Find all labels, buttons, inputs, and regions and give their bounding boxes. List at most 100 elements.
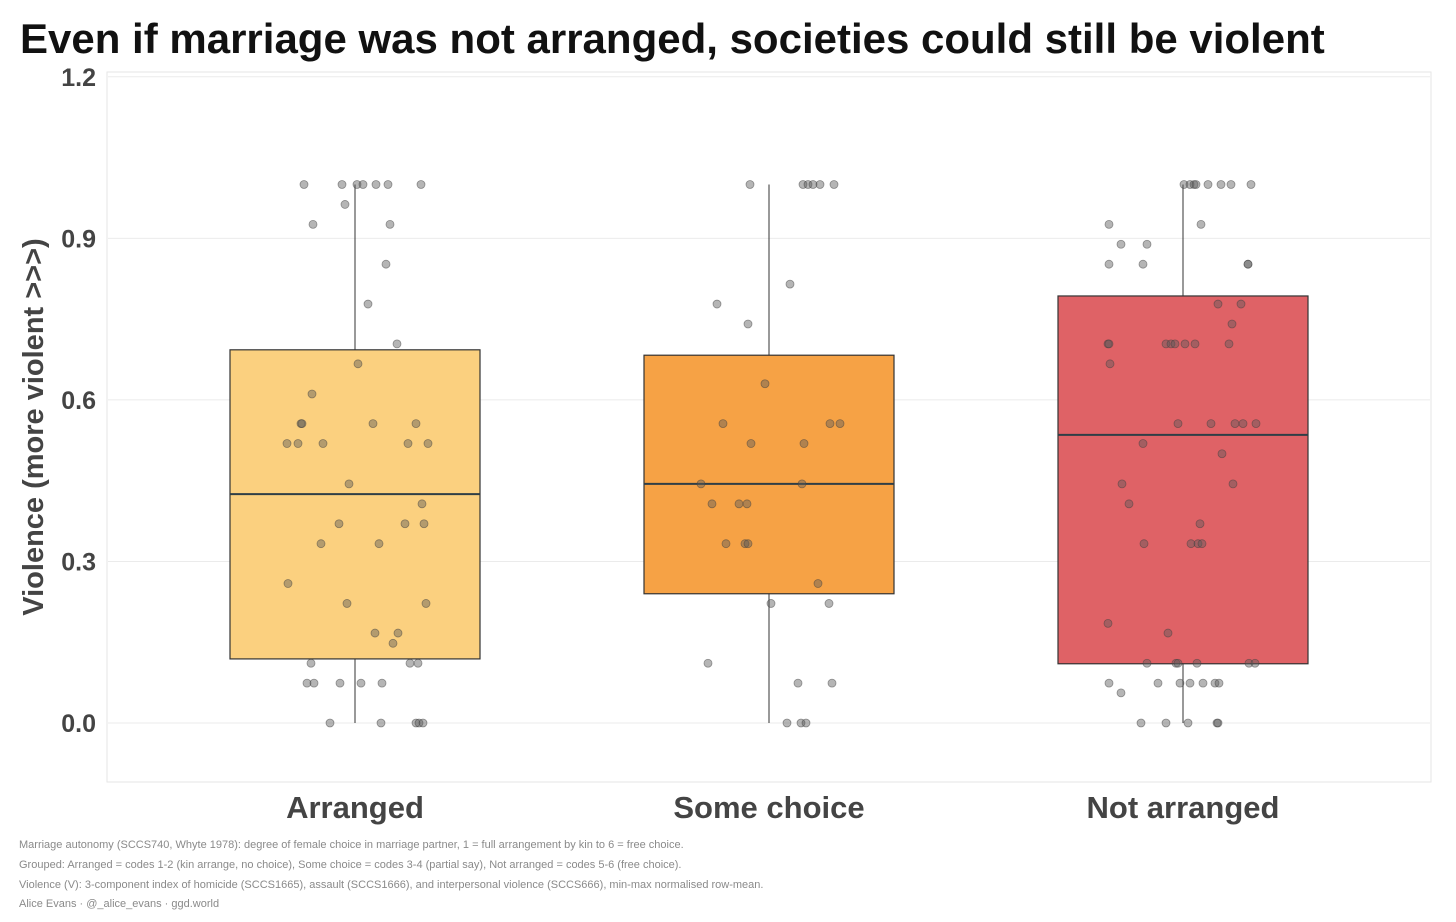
- data-point: [309, 678, 319, 688]
- y-tick-label: 1.2: [61, 64, 96, 92]
- data-point: [308, 219, 318, 229]
- data-point: [1170, 339, 1180, 349]
- data-point: [712, 299, 722, 309]
- data-point: [1226, 180, 1236, 189]
- data-point: [1138, 439, 1148, 448]
- data-point: [1173, 419, 1183, 428]
- data-point: [342, 599, 352, 608]
- note-3: Violence (V): 3-component index of homic…: [19, 879, 763, 891]
- data-point: [1124, 499, 1134, 509]
- data-point: [1196, 219, 1206, 229]
- data-point: [1216, 180, 1226, 189]
- data-point: [1104, 339, 1114, 349]
- data-point: [801, 718, 811, 728]
- data-point: [403, 439, 413, 448]
- data-point: [318, 439, 328, 448]
- data-point: [1243, 259, 1253, 269]
- data-point: [1183, 718, 1193, 728]
- data-point: [1185, 678, 1195, 688]
- data-point: [1192, 658, 1202, 668]
- data-point: [703, 658, 713, 668]
- data-point: [1250, 658, 1260, 668]
- data-point: [799, 439, 809, 448]
- data-point: [1142, 239, 1152, 249]
- data-point: [707, 499, 717, 509]
- data-point: [1186, 539, 1196, 549]
- data-point: [413, 658, 423, 668]
- data-point: [307, 389, 317, 399]
- data-point: [793, 678, 803, 688]
- data-point: [1171, 658, 1181, 668]
- y-axis-label: Violence (more violent >>>): [18, 238, 50, 615]
- data-point: [1190, 339, 1200, 349]
- data-point: [340, 200, 350, 209]
- data-point: [824, 599, 834, 608]
- data-point: [418, 718, 428, 728]
- data-point: [1224, 339, 1234, 349]
- data-point: [746, 439, 756, 448]
- box-1: [643, 354, 895, 595]
- data-point: [760, 379, 770, 389]
- boxes: [229, 184, 1309, 723]
- data-point: [813, 579, 823, 588]
- data-point: [815, 180, 825, 189]
- data-point: [316, 539, 326, 549]
- y-tick-label: 0.0: [61, 710, 96, 738]
- x-tick-label: Arranged: [286, 790, 424, 825]
- data-point: [796, 718, 806, 728]
- data-point: [1179, 180, 1189, 189]
- data-point: [1189, 180, 1199, 189]
- data-point: [1104, 678, 1114, 688]
- data-point: [400, 519, 410, 529]
- chart-title: Even if marriage was not arranged, socie…: [20, 15, 1325, 62]
- data-point: [1213, 299, 1223, 309]
- data-point: [419, 519, 429, 529]
- data-point: [1116, 239, 1126, 249]
- data-point: [718, 419, 728, 428]
- data-point: [334, 519, 344, 529]
- data-point: [344, 479, 354, 489]
- data-point: [742, 499, 752, 509]
- data-point: [385, 219, 395, 229]
- data-point: [302, 678, 312, 688]
- data-point: [803, 180, 813, 189]
- data-point: [1246, 180, 1256, 189]
- data-point: [734, 499, 744, 509]
- data-point: [282, 439, 292, 448]
- data-point: [335, 678, 345, 688]
- data-point: [377, 678, 387, 688]
- data-point: [782, 718, 792, 728]
- y-axis-ticks: 0.0 0.3 0.6 0.9 1.2: [61, 64, 96, 738]
- data-point: [370, 628, 380, 638]
- data-point: [306, 658, 316, 668]
- data-point: [1198, 678, 1208, 688]
- y-tick-label: 0.9: [61, 225, 96, 253]
- data-point: [808, 180, 818, 189]
- data-point: [416, 180, 426, 189]
- data-point: [743, 319, 753, 329]
- data-point: [1230, 419, 1240, 428]
- data-point: [1136, 718, 1146, 728]
- data-point: [368, 419, 378, 428]
- data-point: [358, 180, 368, 189]
- data-point: [1238, 419, 1248, 428]
- data-point: [1214, 678, 1224, 688]
- data-point: [421, 599, 431, 608]
- data-point: [381, 259, 391, 269]
- data-point: [835, 419, 845, 428]
- data-point: [1236, 299, 1246, 309]
- data-point: [1117, 479, 1127, 489]
- data-point: [417, 499, 427, 509]
- box-0: [229, 349, 481, 660]
- data-point: [825, 419, 835, 428]
- data-point: [1203, 180, 1213, 189]
- data-point: [1153, 678, 1163, 688]
- data-point: [1105, 359, 1115, 369]
- data-point: [1180, 339, 1190, 349]
- data-point: [696, 479, 706, 489]
- data-point: [1161, 339, 1171, 349]
- data-point: [363, 299, 373, 309]
- data-point: [1206, 419, 1216, 428]
- data-point: [1104, 219, 1114, 229]
